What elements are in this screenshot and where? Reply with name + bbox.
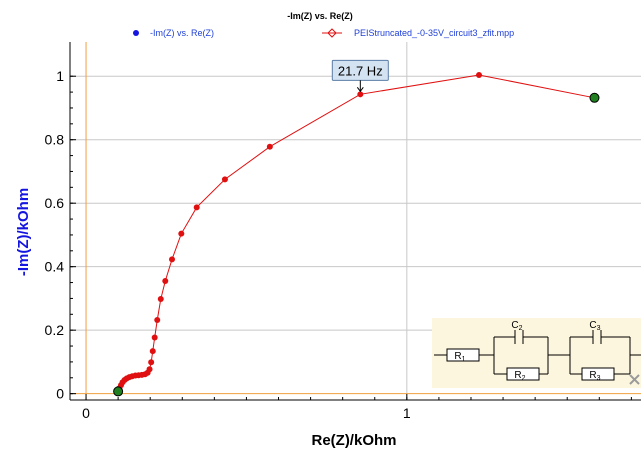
annotation-text: 21.7 Hz <box>338 63 383 78</box>
capacitor-c2-label: C2 <box>511 320 522 332</box>
end-point-marker[interactable] <box>113 386 124 397</box>
data-point[interactable] <box>169 256 176 263</box>
close-icon[interactable] <box>629 374 640 385</box>
y-axis-label: -Im(Z)/kOhm <box>15 188 32 276</box>
data-point[interactable] <box>357 91 364 98</box>
resistor-r3-label: R3 <box>589 370 600 382</box>
series-layer[interactable] <box>113 71 600 397</box>
legend-marker-series-1 <box>133 30 139 36</box>
legend-marker-series-2 <box>327 28 337 38</box>
x-axis-label: Re(Z)/kOhm <box>311 432 396 449</box>
legend-label-series-2: PEIStruncated_-0-35V_circuit3_zfit.mpp <box>354 28 514 38</box>
tick-labels: 0 0.2 0.4 0.6 0.8 1 0 1 <box>45 68 411 421</box>
data-point[interactable] <box>266 143 273 150</box>
circuit-element-r3[interactable]: R3 <box>581 367 615 382</box>
x-tick-label: 1 <box>403 405 411 421</box>
y-tick-label: 1 <box>56 68 64 84</box>
data-point[interactable] <box>151 334 158 341</box>
data-point[interactable] <box>146 366 153 373</box>
data-point[interactable] <box>193 204 200 211</box>
circuit-wires <box>434 336 641 375</box>
y-tick-label: 0.2 <box>45 322 65 338</box>
capacitor-c3-label: C3 <box>589 320 600 332</box>
data-point[interactable] <box>157 296 164 303</box>
legend[interactable]: -Im(Z) vs. Re(Z) PEIStruncated_-0-35V_ci… <box>133 28 514 38</box>
resistor-r2-label: R2 <box>514 370 525 382</box>
data-point[interactable] <box>154 317 161 324</box>
data-point[interactable] <box>178 230 185 237</box>
y-tick-label: 0.8 <box>45 132 65 148</box>
resistor-r1 <box>446 348 480 362</box>
data-point[interactable] <box>221 176 228 183</box>
y-tick-label: 0.4 <box>45 259 65 275</box>
y-tick-label: 0.6 <box>45 195 65 211</box>
annotation-arrowhead <box>356 87 364 93</box>
resistor-r2 <box>506 367 540 381</box>
resistor-r3 <box>581 367 615 381</box>
frequency-annotation[interactable]: 21.7 Hz <box>331 59 389 93</box>
y-tick-label: 0 <box>56 386 64 402</box>
circuit-element-r1[interactable]: R1 <box>446 348 480 363</box>
chart-title: -Im(Z) vs. Re(Z) <box>287 11 353 21</box>
equivalent-circuit-panel[interactable]: R1 C2 R2 C3 R3 <box>432 318 641 388</box>
circuit-element-c2[interactable]: C2 <box>511 320 524 344</box>
resistor-r1-label: R1 <box>454 351 465 363</box>
data-point[interactable] <box>148 359 155 366</box>
circuit-element-r2[interactable]: R2 <box>506 367 540 382</box>
data-point[interactable] <box>149 348 156 355</box>
legend-label-series-1: -Im(Z) vs. Re(Z) <box>150 28 214 38</box>
data-point[interactable] <box>162 277 169 284</box>
end-point-marker[interactable] <box>589 92 600 103</box>
circuit-element-c3[interactable]: C3 <box>589 320 602 344</box>
data-point[interactable] <box>476 71 483 78</box>
x-tick-label: 0 <box>82 405 90 421</box>
axes <box>69 42 641 401</box>
